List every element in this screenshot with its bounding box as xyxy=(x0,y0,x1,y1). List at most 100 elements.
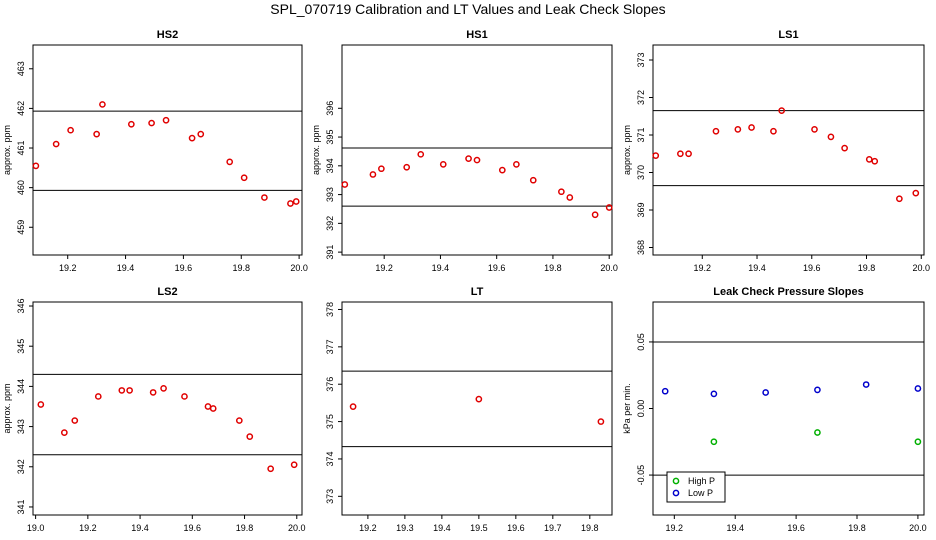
y-tick-label: 0.05 xyxy=(636,333,646,351)
y-tick-label: 463 xyxy=(16,61,26,76)
data-point xyxy=(246,433,254,440)
y-tick-label: 377 xyxy=(325,339,335,354)
y-tick-label: 460 xyxy=(16,180,26,195)
data-point xyxy=(226,158,234,166)
y-tick-label: 459 xyxy=(16,220,26,235)
y-tick-label: 369 xyxy=(636,202,646,217)
data-point xyxy=(149,389,157,396)
legend-marker xyxy=(672,477,680,485)
data-point xyxy=(127,120,135,128)
data-point xyxy=(652,152,660,159)
y-tick-label: 396 xyxy=(325,101,335,116)
panel-3: LS1 approx. ppm 19.2 19.4 19.6 19.8 20.0 368 369… xyxy=(622,29,930,273)
legend-label: Low P xyxy=(688,488,713,498)
y-tick-label: 462 xyxy=(16,101,26,116)
data-point xyxy=(871,157,879,165)
panel-title: HS2 xyxy=(157,29,178,41)
data-point xyxy=(814,386,821,394)
plot-frame xyxy=(32,44,303,256)
y-tick-label: 0.00 xyxy=(636,400,646,418)
x-tick-label: 19.2 xyxy=(375,263,393,273)
data-point xyxy=(762,389,770,396)
data-point xyxy=(52,140,60,148)
x-tick-label: 19.0 xyxy=(27,523,45,533)
x-tick-label: 19.5 xyxy=(470,523,488,533)
data-point xyxy=(188,134,196,142)
x-tick-label: 19.6 xyxy=(175,263,193,273)
legend-marker xyxy=(672,489,680,497)
y-tick-label: 394 xyxy=(325,158,335,173)
data-point xyxy=(94,393,102,400)
x-tick-label: 19.4 xyxy=(432,263,450,273)
data-point xyxy=(811,126,818,133)
data-point xyxy=(558,188,565,196)
x-tick-label: 19.4 xyxy=(726,523,744,533)
y-tick-label: -0.05 xyxy=(636,465,646,486)
x-tick-label: 19.6 xyxy=(803,263,821,273)
data-point xyxy=(914,438,922,446)
x-tick-label: 19.8 xyxy=(236,523,254,533)
x-tick-label: 19.2 xyxy=(59,263,77,273)
data-point xyxy=(734,126,742,133)
x-tick-label: 19.6 xyxy=(184,523,202,533)
data-point xyxy=(475,395,483,403)
data-point xyxy=(465,155,472,162)
data-point xyxy=(597,418,605,425)
data-point xyxy=(181,393,188,400)
y-tick-label: 392 xyxy=(325,216,335,231)
plot-frame xyxy=(341,44,613,256)
x-tick-label: 19.4 xyxy=(748,263,766,273)
y-tick-label: 341 xyxy=(16,499,26,514)
data-point xyxy=(160,385,167,392)
data-point xyxy=(513,161,520,168)
y-tick-label: 343 xyxy=(16,419,26,434)
y-tick-label: 371 xyxy=(636,127,646,142)
y-tick-label: 345 xyxy=(16,339,26,354)
x-tick-label: 19.3 xyxy=(396,523,414,533)
data-point xyxy=(378,165,385,173)
legend-box xyxy=(666,471,726,503)
x-tick-label: 19.4 xyxy=(433,523,451,533)
panel-1: HS2 approx. ppm 19.2 19.4 19.6 19.8 20.0 459 460… xyxy=(2,29,308,273)
data-point xyxy=(605,204,613,211)
data-point xyxy=(685,150,692,158)
data-point xyxy=(292,198,300,205)
y-axis-label: approx. ppm xyxy=(2,383,12,433)
x-tick-label: 20.0 xyxy=(912,263,930,273)
y-tick-label: 370 xyxy=(636,165,646,180)
panel-6: Leak Check Pressure Slopes kPa per min. 19… xyxy=(622,286,927,533)
data-point xyxy=(862,381,870,388)
data-point xyxy=(529,176,537,184)
x-tick-label: 19.2 xyxy=(666,523,684,533)
panel-5: LT 19.2 19.3 19.4 19.5 19.6 19.7 19.8 373 374 375 3… xyxy=(325,286,613,533)
data-point xyxy=(290,461,298,469)
x-tick-label: 19.6 xyxy=(507,523,525,533)
data-point xyxy=(827,133,835,141)
data-point xyxy=(240,174,248,182)
x-tick-label: 19.8 xyxy=(544,263,562,273)
y-axis-label: approx. ppm xyxy=(622,125,632,175)
figure-title: SPL_070719 Calibration and LT Values and… xyxy=(270,1,666,17)
data-point xyxy=(197,130,205,138)
x-tick-label: 20.0 xyxy=(600,263,618,273)
data-point xyxy=(118,387,126,394)
data-point xyxy=(287,200,294,207)
data-point xyxy=(865,156,873,163)
y-tick-label: 376 xyxy=(325,377,335,392)
data-point xyxy=(235,417,243,424)
data-point xyxy=(93,130,100,138)
panel-title: HS1 xyxy=(466,29,487,41)
data-point xyxy=(369,171,377,178)
y-axis-label: kPa per min. xyxy=(622,383,632,434)
data-point xyxy=(341,181,349,188)
y-tick-label: 372 xyxy=(636,90,646,105)
data-point xyxy=(661,387,669,395)
data-point xyxy=(162,116,170,124)
y-tick-label: 368 xyxy=(636,240,646,255)
data-point xyxy=(748,124,755,131)
data-point xyxy=(60,429,68,436)
y-tick-label: 378 xyxy=(325,302,335,317)
data-point xyxy=(710,390,718,398)
data-point xyxy=(896,195,903,203)
y-axis-label: approx. ppm xyxy=(311,125,321,175)
